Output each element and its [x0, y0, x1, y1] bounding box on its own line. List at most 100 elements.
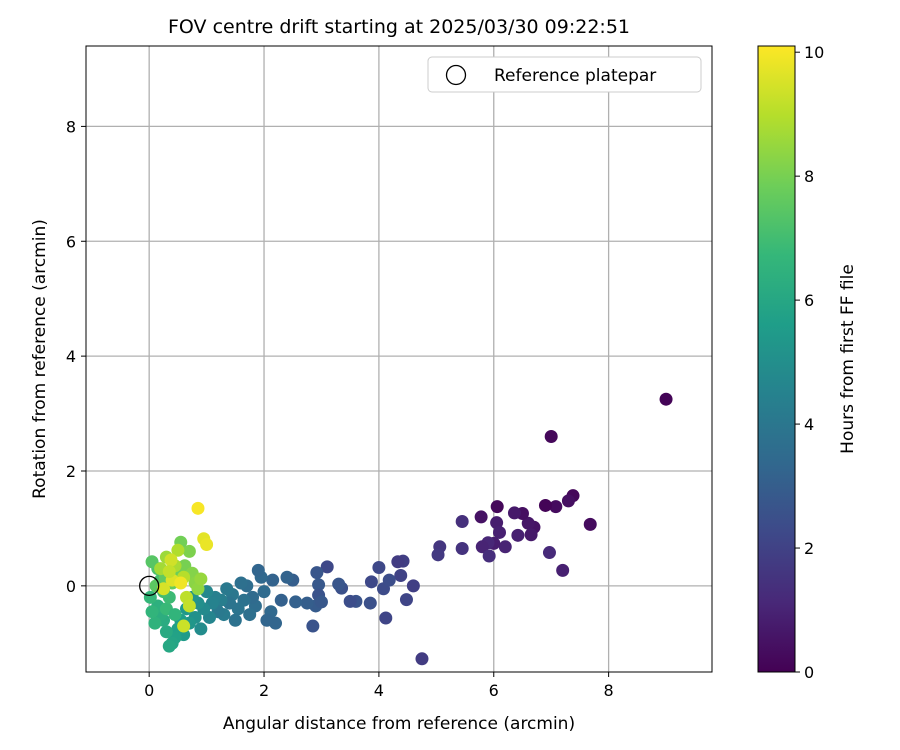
- colorbar-tick-label: 4: [804, 415, 814, 434]
- data-point: [455, 515, 469, 529]
- data-point: [363, 596, 377, 610]
- data-point: [364, 575, 378, 589]
- data-point: [507, 506, 521, 520]
- reference-marker: [139, 575, 160, 597]
- x-tick-label: 8: [604, 681, 614, 700]
- data-point: [243, 608, 257, 622]
- data-point: [228, 613, 242, 627]
- data-point: [194, 572, 208, 586]
- data-point: [394, 569, 408, 583]
- x-tick-label: 4: [374, 681, 384, 700]
- data-point: [544, 430, 558, 444]
- data-point: [257, 585, 271, 599]
- data-point: [343, 594, 357, 608]
- data-point: [382, 573, 396, 587]
- x-tick-label: 6: [489, 681, 499, 700]
- data-point: [314, 595, 328, 609]
- y-axis-ticks: 0 2 4 6 8: [66, 117, 86, 596]
- data-point: [583, 517, 597, 531]
- legend: Reference platepar: [427, 56, 702, 93]
- x-tick-label: 0: [144, 681, 154, 700]
- plot-frame: [85, 45, 713, 673]
- grid-lines: [86, 46, 712, 672]
- data-point: [320, 560, 334, 574]
- reference-platepar-point: [139, 575, 160, 597]
- colorbar-gradient: [757, 45, 796, 673]
- data-point: [162, 564, 176, 578]
- data-point: [482, 549, 496, 563]
- data-point: [474, 510, 488, 524]
- data-point: [524, 528, 538, 542]
- data-point: [200, 538, 214, 552]
- data-point: [220, 582, 234, 596]
- data-point: [490, 516, 504, 530]
- data-point: [493, 525, 507, 539]
- data-point: [406, 579, 420, 593]
- colorbar-tick-label: 2: [804, 539, 814, 558]
- y-tick-label: 6: [66, 232, 76, 251]
- colorbar-label: Hours from first FF file: [838, 264, 858, 454]
- data-point: [191, 501, 205, 515]
- data-point: [521, 516, 535, 530]
- data-point: [490, 500, 504, 514]
- x-axis-label: Angular distance from reference (arcmin): [223, 714, 575, 734]
- data-point: [274, 593, 288, 607]
- y-tick-label: 4: [66, 347, 76, 366]
- data-point: [498, 540, 512, 554]
- y-tick-label: 0: [66, 577, 76, 596]
- data-point: [312, 578, 326, 592]
- colorbar-tick-label: 8: [804, 167, 814, 186]
- y-tick-label: 2: [66, 462, 76, 481]
- data-point: [310, 566, 324, 580]
- data-point: [372, 560, 386, 574]
- colorbar-tick-label: 6: [804, 291, 814, 310]
- data-point: [379, 611, 393, 625]
- data-point: [266, 573, 280, 587]
- data-point: [561, 494, 575, 508]
- data-point: [145, 605, 159, 619]
- chart-title: FOV centre drift starting at 2025/03/30 …: [168, 16, 630, 38]
- legend-label: Reference platepar: [494, 66, 656, 86]
- data-point: [164, 553, 178, 567]
- data-point: [542, 546, 556, 560]
- colorbar: 0 2 4 6 8 10 Hours from first FF file: [757, 43, 858, 682]
- data-point: [191, 582, 205, 596]
- y-tick-label: 8: [66, 117, 76, 136]
- data-point: [234, 576, 248, 590]
- data-point: [168, 608, 182, 622]
- data-point: [306, 619, 320, 633]
- data-point: [194, 622, 208, 636]
- data-point: [148, 616, 162, 630]
- data-point: [171, 543, 185, 557]
- data-point: [260, 613, 274, 627]
- data-point: [182, 599, 196, 613]
- x-tick-label: 2: [259, 681, 269, 700]
- data-point: [162, 639, 176, 653]
- data-point: [399, 593, 413, 607]
- legend-box: [427, 56, 702, 93]
- data-point: [415, 652, 429, 666]
- data-point: [300, 596, 314, 610]
- colorbar-tick-label: 10: [804, 43, 824, 62]
- data-point: [511, 528, 525, 542]
- data-point: [475, 540, 489, 554]
- data-point: [177, 619, 191, 633]
- data-point: [332, 577, 346, 591]
- data-point: [659, 392, 673, 406]
- data-points: [143, 392, 673, 666]
- legend-reference-marker: [445, 64, 467, 86]
- data-point: [431, 548, 445, 562]
- y-axis-label: Rotation from reference (arcmin): [30, 219, 50, 499]
- colorbar-tick-label: 0: [804, 663, 814, 682]
- data-point: [182, 544, 196, 558]
- data-point: [280, 570, 294, 584]
- data-point: [289, 595, 303, 609]
- x-axis-ticks: 0 2 4 6 8: [144, 672, 614, 700]
- data-point: [455, 542, 469, 556]
- data-point: [157, 582, 171, 596]
- data-point: [549, 500, 563, 514]
- data-point: [159, 625, 173, 639]
- data-point: [174, 576, 188, 590]
- data-point: [538, 498, 552, 512]
